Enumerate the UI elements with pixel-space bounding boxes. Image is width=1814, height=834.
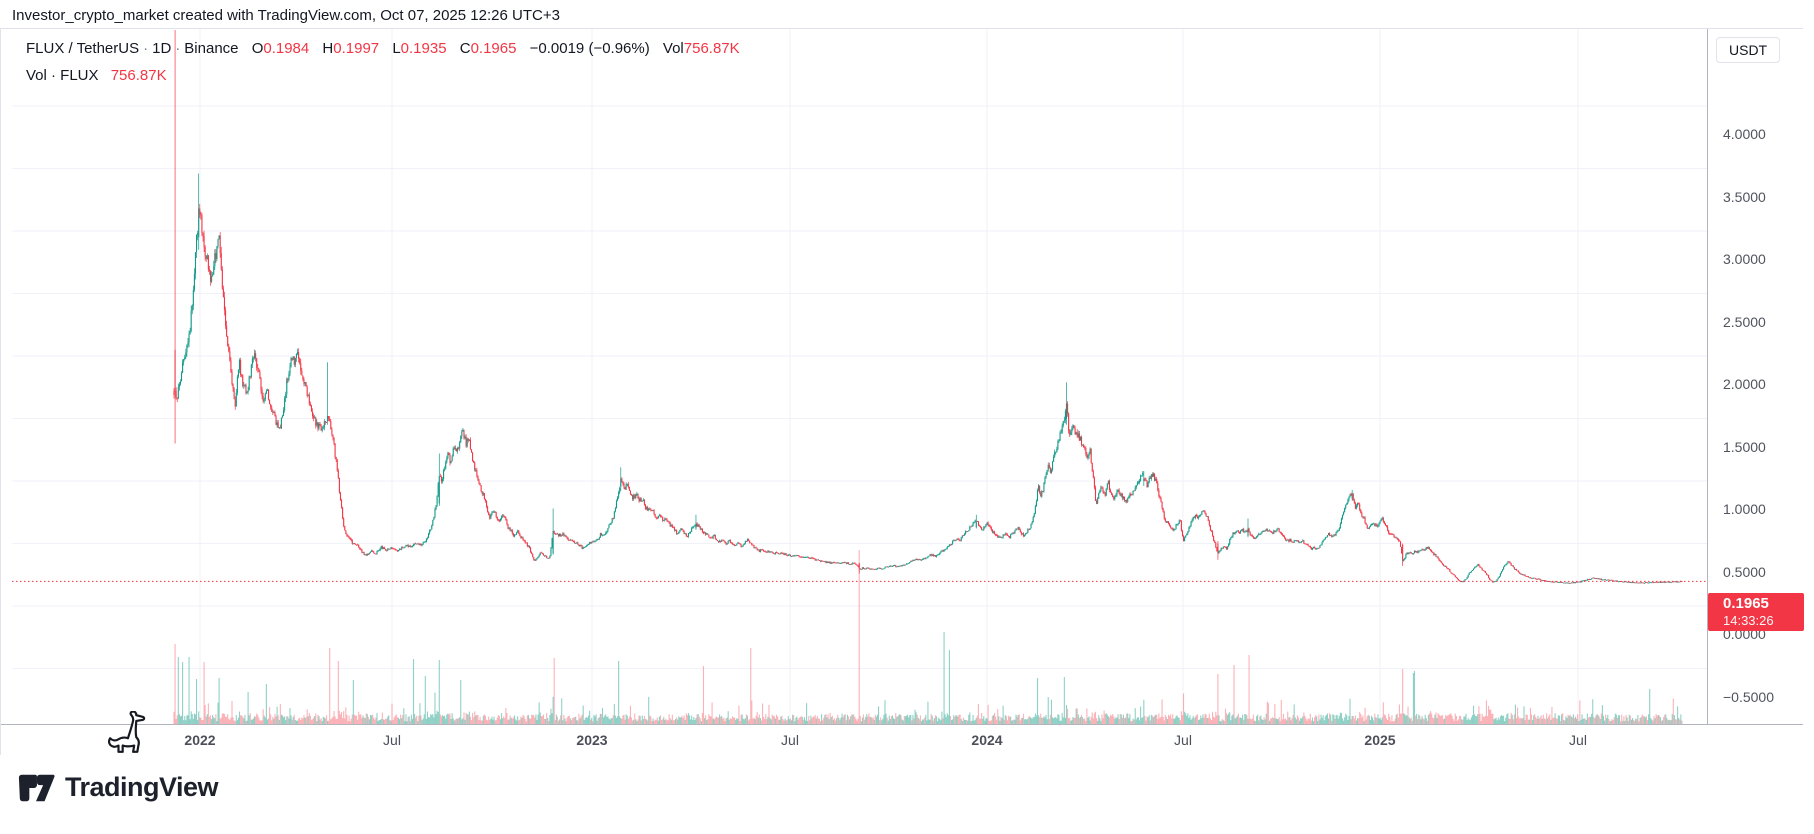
time-axis-label[interactable]: 2025 [1364,732,1396,748]
candlestick-plot[interactable] [12,29,1718,724]
price-axis-label: 2.0000 [1723,376,1766,392]
high-value: 0.1997 [333,40,380,57]
volume-bars [173,550,1683,724]
price-axis-label: 1.0000 [1723,501,1766,517]
open-value: 0.1984 [263,40,310,57]
open-label: O [251,40,264,57]
price-axis-label: 0.5000 [1723,563,1766,580]
close-value: 0.1965 [470,40,517,57]
time-axis-label[interactable]: Jul [1569,732,1587,748]
tradingview-footer[interactable]: TradingView [17,772,219,803]
current-price-value: 0.1965 [1723,595,1769,613]
legend-row-volume: Vol · FLUX 756.87K [26,65,740,87]
volume-label: Vol [662,40,684,57]
change-value: −0.0019 (−0.96%) [529,40,650,57]
volume-value: 756.87K [683,40,740,57]
candles [173,30,1683,584]
low-label: L [392,40,401,57]
time-axis-label[interactable]: Jul [383,732,401,748]
currency-toggle-button[interactable]: USDT [1716,37,1781,63]
time-axis[interactable]: 2022 Jul 2023 Jul 2024 Jul 2025 Jul [1,724,1803,756]
price-axis-label: 1.5000 [1723,438,1766,455]
time-axis-label[interactable]: 2023 [576,732,608,748]
time-axis-label[interactable]: Jul [1174,732,1192,748]
tradingview-logo-icon [18,774,55,801]
exchange-label[interactable]: Binance [184,40,239,57]
legend-row-main: FLUX / TetherUS · 1D · Binance O0.1984 H0.19… [26,40,740,57]
price-axis-label: 3.5000 [1723,188,1766,205]
symbol-name[interactable]: FLUX / TetherUS [26,40,140,57]
price-axis-label: 2.5000 [1723,313,1766,330]
time-axis-label[interactable]: Jul [781,732,799,748]
low-value: 0.1935 [400,40,447,57]
vol-indicator-label[interactable]: Vol · FLUX [26,67,99,84]
time-axis-label[interactable]: 2024 [971,732,1003,748]
price-axis-label: 3.0000 [1723,251,1766,267]
grid-lines [12,29,1718,724]
interval-label[interactable]: 1D [152,40,172,57]
tradingview-brand-text: TradingView [65,772,219,802]
current-price-badge: 0.1965 14:33:26 [1708,593,1804,632]
price-axis-label: −0.5000 [1723,688,1774,705]
dino-doodle-icon [108,711,146,753]
vol-indicator-value: 756.87K [110,67,167,84]
price-axis[interactable]: −0.5000 0.0000 0.5000 1.0000 1.5000 2.0000 2.5… [1707,29,1804,724]
chart-widget: FLUX / TetherUS · 1D · Binance O0.1984 H0.19… [0,28,1804,756]
chart-attribution: Investor_crypto_market created with Trad… [12,7,560,24]
close-label: C [459,40,471,57]
bar-countdown: 14:33:26 [1723,613,1774,629]
time-axis-label[interactable]: 2022 [184,732,216,748]
symbol-legend: FLUX / TetherUS · 1D · Binance O0.1984 H0.19… [26,38,740,87]
price-axis-label: 4.0000 [1723,126,1766,142]
high-label: H [322,40,334,57]
